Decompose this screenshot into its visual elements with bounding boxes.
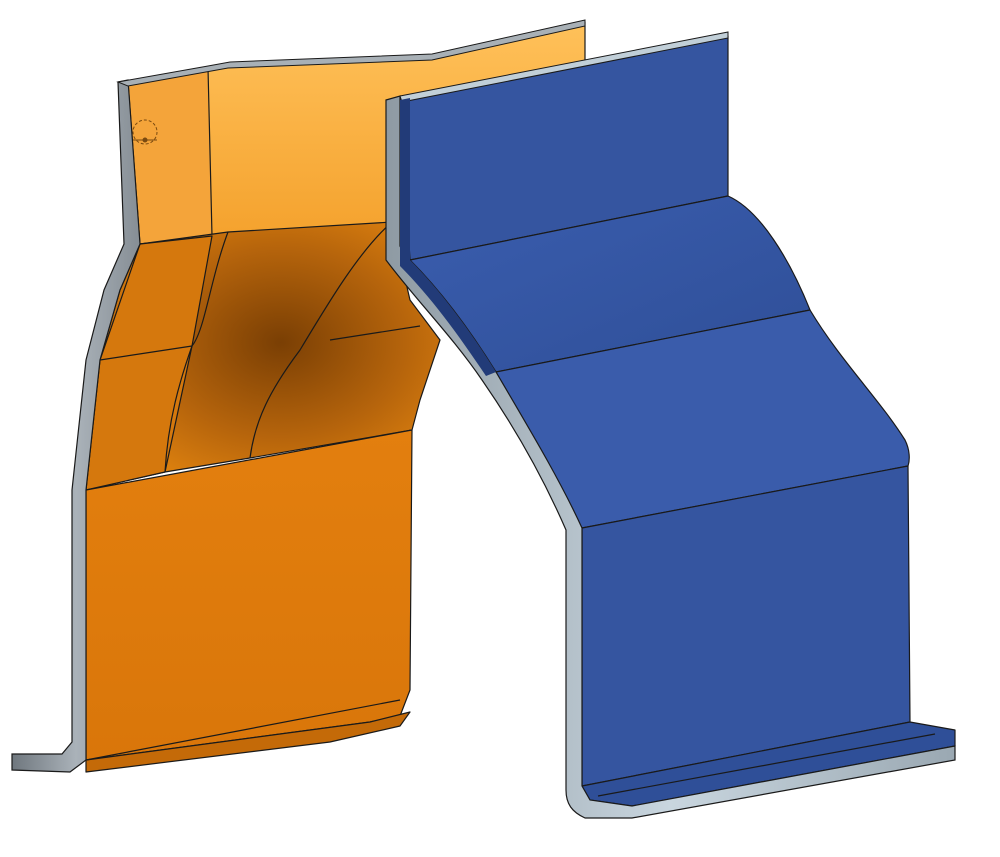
orange-crease-1	[99, 345, 193, 361]
orange-lower-face[interactable]	[85, 429, 413, 761]
orange-part[interactable]	[85, 21, 586, 773]
sketch-marker-icon[interactable]	[132, 119, 158, 145]
orange-crease-3	[85, 699, 401, 761]
orange-curve-line-2	[249, 221, 393, 459]
blue-left-dark-band	[400, 98, 496, 376]
orange-thickness-edge	[11, 79, 141, 773]
orange-bottom-flange[interactable]	[85, 711, 411, 773]
orange-crease-2	[329, 325, 421, 341]
orange-top-edge	[116, 19, 586, 87]
blue-foot-crease	[597, 733, 936, 797]
orange-upper-left-strip[interactable]	[127, 67, 213, 245]
blue-part[interactable]	[399, 35, 956, 807]
